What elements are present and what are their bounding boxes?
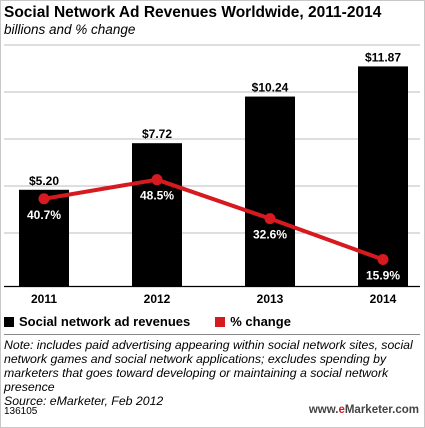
bar-2013 [245, 96, 295, 286]
change-label-2014: 15.9% [366, 269, 400, 283]
note-text: Note: includes paid advertising appearin… [4, 338, 413, 394]
change-label-2013: 32.6% [253, 228, 287, 242]
logo-brand: e [338, 404, 345, 416]
change-label-2011: 40.7% [27, 208, 61, 222]
x-tick-2011: 2011 [31, 292, 57, 306]
bar-label-2013: $10.24 [252, 81, 289, 95]
legend-item-change: % change [215, 314, 291, 329]
chart-legend: Social network ad revenues % change [4, 314, 291, 329]
change-label-2012: 48.5% [140, 189, 174, 203]
bar-2014 [358, 66, 408, 286]
change-point-2012 [151, 174, 163, 186]
change-line [43, 177, 384, 262]
logo-suffix: Marketer.com [344, 404, 419, 416]
chart-plot: $5.20 2011 $7.72 2012 $10.24 2013 $11.87 2014 40… [4, 44, 420, 306]
source-text: Source: eMarketer, Feb 2012 [4, 394, 164, 408]
chart-id: 136105 [4, 406, 38, 417]
x-tick-2013: 2013 [257, 292, 284, 306]
bar-2011 [19, 189, 69, 286]
legend-item-revenues: Social network ad revenues [4, 314, 190, 329]
emarketer-logo[interactable]: www.eMarketer.com [309, 404, 419, 416]
logo-prefix: www. [308, 404, 339, 416]
bar-label-2012: $7.72 [142, 127, 172, 141]
legend-swatch-revenues [4, 316, 14, 327]
legend-swatch-change [215, 316, 226, 327]
chart-title: Social Network Ad Revenues Worldwide, 20… [4, 4, 382, 21]
bar-label-2014: $11.87 [365, 50, 401, 64]
x-tick-2014: 2014 [370, 292, 397, 306]
chart-notes: Note: includes paid advertising appearin… [4, 334, 420, 408]
change-point-2013 [264, 213, 276, 225]
x-tick-2012: 2012 [144, 292, 171, 306]
bar-2012 [132, 143, 182, 286]
legend-label-change: % change [230, 314, 291, 329]
legend-label-revenues: Social network ad revenues [19, 314, 191, 329]
change-point-2011 [38, 193, 50, 205]
chart-subtitle: billions and % change [4, 22, 136, 37]
bar-label-2011: $5.20 [29, 174, 59, 188]
change-point-2014 [377, 254, 389, 266]
